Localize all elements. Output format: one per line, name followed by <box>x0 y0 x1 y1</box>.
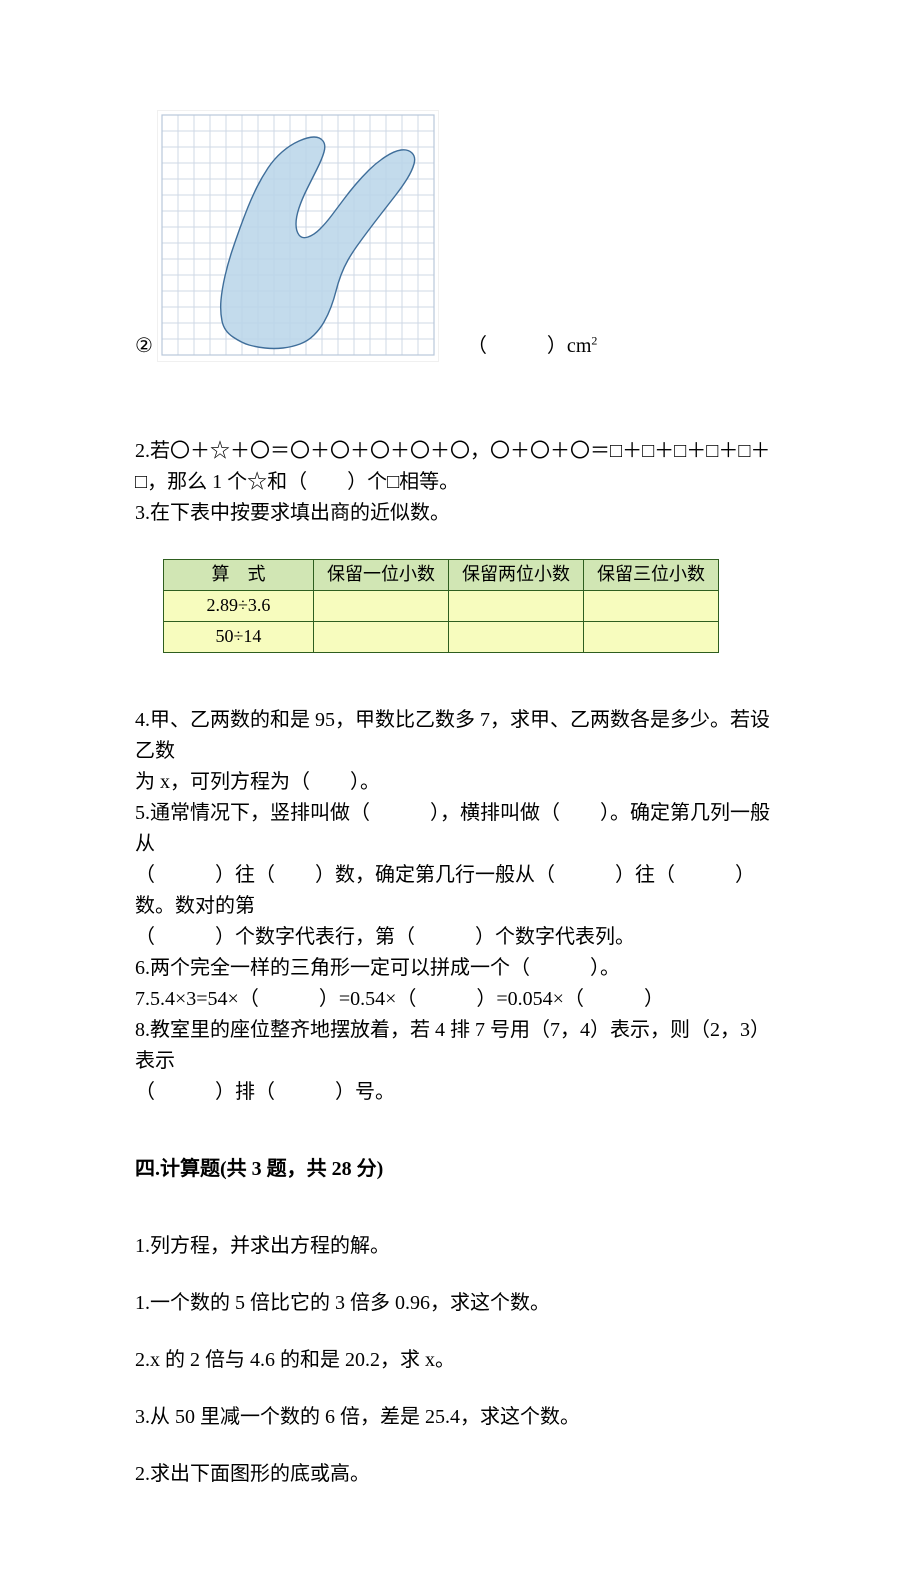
table-cell <box>314 621 449 652</box>
q5-line3: （ ）个数字代表行，第（ ）个数字代表列。 <box>135 922 785 953</box>
question-5: 5.通常情况下，竖排叫做（ ），横排叫做（ ）。确定第几列一般从 （ ）往（ ）… <box>135 798 785 953</box>
table-cell <box>584 621 719 652</box>
area-answer-blank: （ ）cm2 <box>467 331 597 362</box>
q3-text: 3.在下表中按要求填出商的近似数。 <box>135 498 785 529</box>
calc-q1-3: 3.从 50 里减一个数的 6 倍，差是 25.4，求这个数。 <box>135 1402 785 1433</box>
q8-line2: （ ）排（ ）号。 <box>135 1077 785 1108</box>
blank-text: （ ）cm <box>467 335 591 357</box>
approximation-table: 算 式 保留一位小数 保留两位小数 保留三位小数 2.89÷3.6 50÷14 <box>163 559 719 653</box>
table-header: 保留一位小数 <box>314 560 449 591</box>
table-header: 算 式 <box>164 560 314 591</box>
grid-shape-figure <box>157 110 439 362</box>
question-6: 6.两个完全一样的三角形一定可以拼成一个（ ）。 <box>135 953 785 984</box>
table-cell <box>314 590 449 621</box>
square-superscript: 2 <box>591 333 597 347</box>
question-4: 4.甲、乙两数的和是 95，甲数比乙数多 7，求甲、乙两数各是多少。若设乙数 为… <box>135 705 785 798</box>
section-4-title: 四.计算题(共 3 题，共 28 分) <box>135 1154 785 1185</box>
q4-line2: 为 x，可列方程为（ ）。 <box>135 767 785 798</box>
q7-text: 7.5.4×3=54×（ ）=0.54×（ ）=0.054×（ ） <box>135 984 785 1015</box>
irregular-shape-question: ② （ ）cm2 <box>135 110 785 362</box>
subitem-number: ② <box>135 331 153 362</box>
calc-q1-2: 2.x 的 2 倍与 4.6 的和是 20.2，求 x。 <box>135 1345 785 1376</box>
question-2: 2.若〇＋☆＋〇＝〇＋〇＋〇＋〇＋〇，〇＋〇＋〇＝□＋□＋□＋□＋□＋ □，那么… <box>135 436 785 498</box>
question-7: 7.5.4×3=54×（ ）=0.54×（ ）=0.054×（ ） <box>135 984 785 1015</box>
calc-q1: 1.列方程，并求出方程的解。 <box>135 1231 785 1262</box>
calc-q1-1: 1.一个数的 5 倍比它的 3 倍多 0.96，求这个数。 <box>135 1288 785 1319</box>
table-header: 保留三位小数 <box>584 560 719 591</box>
table-row: 2.89÷3.6 <box>164 590 719 621</box>
question-3: 3.在下表中按要求填出商的近似数。 <box>135 498 785 529</box>
question-8: 8.教室里的座位整齐地摆放着，若 4 排 7 号用（7，4）表示，则（2，3）表… <box>135 1015 785 1108</box>
q5-line2: （ ）往（ ）数，确定第几行一般从（ ）往（ ）数。数对的第 <box>135 860 785 922</box>
table-cell: 2.89÷3.6 <box>164 590 314 621</box>
table-cell <box>449 621 584 652</box>
q4-line1: 4.甲、乙两数的和是 95，甲数比乙数多 7，求甲、乙两数各是多少。若设乙数 <box>135 705 785 767</box>
q2-line1: 2.若〇＋☆＋〇＝〇＋〇＋〇＋〇＋〇，〇＋〇＋〇＝□＋□＋□＋□＋□＋ <box>135 436 785 467</box>
q6-text: 6.两个完全一样的三角形一定可以拼成一个（ ）。 <box>135 953 785 984</box>
table-header: 保留两位小数 <box>449 560 584 591</box>
table-row: 50÷14 <box>164 621 719 652</box>
q5-line1: 5.通常情况下，竖排叫做（ ），横排叫做（ ）。确定第几列一般从 <box>135 798 785 860</box>
grid-svg <box>158 111 438 359</box>
table-cell <box>584 590 719 621</box>
q8-line1: 8.教室里的座位整齐地摆放着，若 4 排 7 号用（7，4）表示，则（2，3）表… <box>135 1015 785 1077</box>
table-cell: 50÷14 <box>164 621 314 652</box>
q2-line2: □，那么 1 个☆和（ ）个□相等。 <box>135 467 785 498</box>
calc-q2: 2.求出下面图形的底或高。 <box>135 1459 785 1490</box>
table-cell <box>449 590 584 621</box>
